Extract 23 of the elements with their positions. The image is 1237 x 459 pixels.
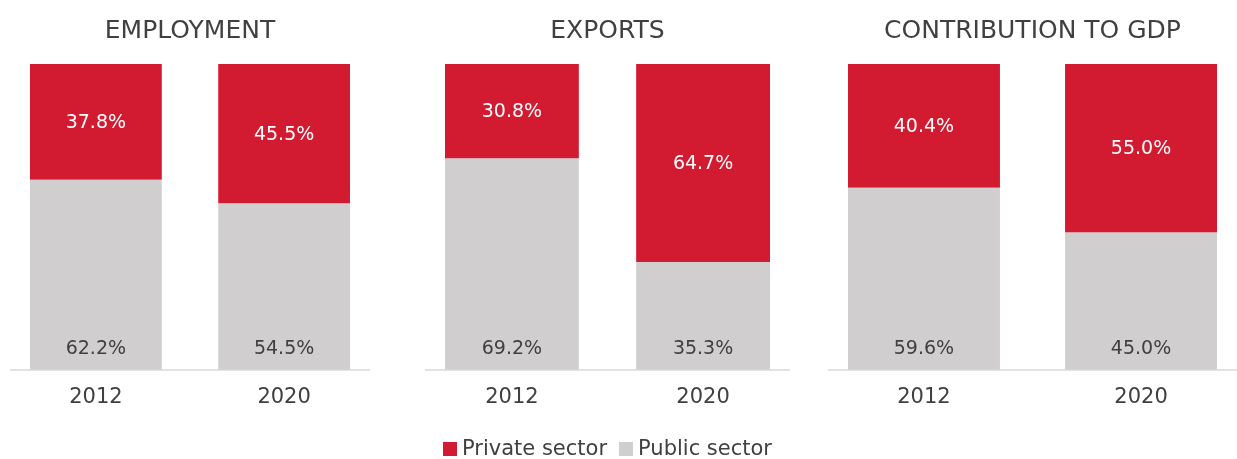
legend-label: Public sector bbox=[638, 436, 773, 459]
data-label: 69.2% bbox=[481, 336, 543, 358]
x-tick-label: 2012 bbox=[485, 384, 539, 409]
x-tick-label: 2012 bbox=[897, 384, 951, 409]
data-label: 54.5% bbox=[253, 336, 315, 358]
data-label: 55.0% bbox=[1110, 136, 1172, 159]
data-label: 40.4% bbox=[893, 113, 955, 136]
x-tick-label: 2020 bbox=[676, 384, 730, 409]
x-tick-label: 2012 bbox=[69, 384, 123, 409]
chart-title: EXPORTS bbox=[550, 15, 665, 44]
data-label: 62.2% bbox=[65, 336, 127, 358]
data-label: 45.0% bbox=[1110, 336, 1172, 358]
data-label: 35.3% bbox=[672, 336, 734, 358]
data-label: 45.5% bbox=[253, 121, 315, 144]
data-label: 30.8% bbox=[481, 99, 543, 122]
data-label: 64.7% bbox=[672, 150, 734, 173]
x-tick-label: 2020 bbox=[1114, 384, 1168, 409]
data-label: 59.6% bbox=[893, 336, 955, 358]
x-tick-label: 2020 bbox=[257, 384, 311, 409]
data-label: 37.8% bbox=[65, 109, 127, 132]
chart-title: CONTRIBUTION TO GDP bbox=[884, 15, 1181, 44]
legend-label: Private sector bbox=[462, 436, 608, 459]
chart-title: EMPLOYMENT bbox=[104, 15, 276, 44]
